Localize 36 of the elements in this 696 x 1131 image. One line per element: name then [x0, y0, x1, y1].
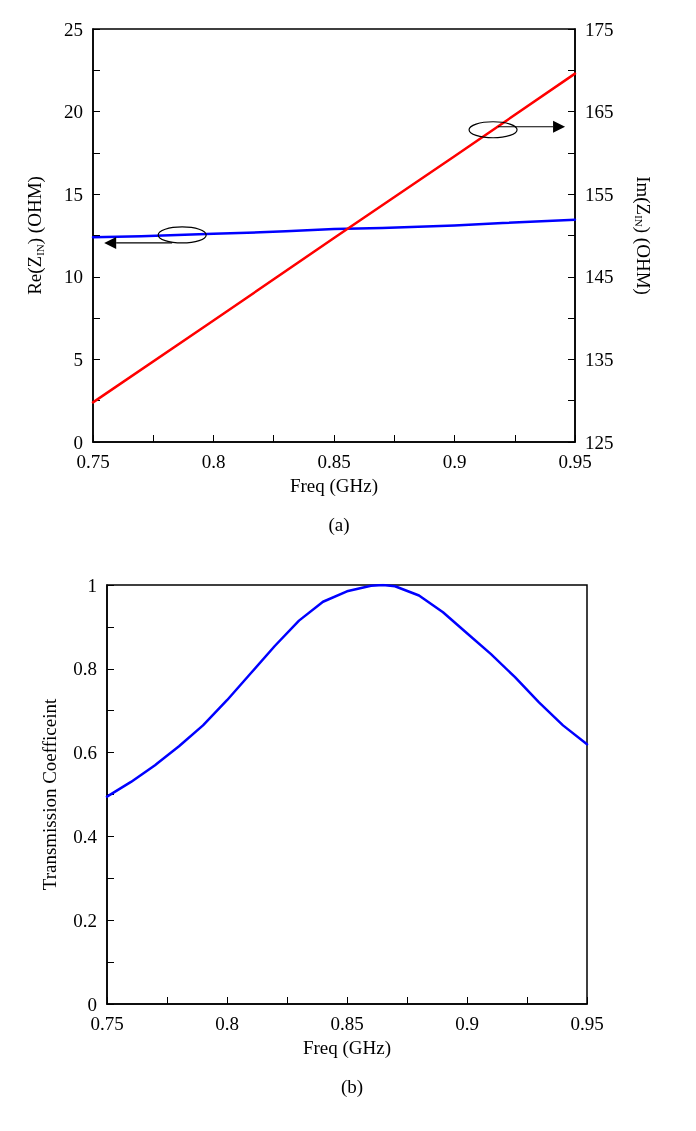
y-tick-label: 1 — [87, 574, 97, 596]
x-tick-label: 0.85 — [317, 451, 351, 472]
y2-tick-label: 165 — [585, 101, 614, 123]
x-tick-label: 0.9 — [442, 451, 467, 472]
line-series — [91, 218, 577, 239]
y-tick-label: 0.6 — [73, 742, 97, 764]
x-tick-label: 0.85 — [330, 1013, 364, 1034]
x-tick-label: 0.8 — [215, 1013, 239, 1034]
y-tick-label: 0.4 — [73, 825, 98, 847]
y-tick-label: 25 — [64, 18, 83, 40]
line-series — [91, 72, 577, 404]
y-axis-title: Transmission Coefficeint — [39, 697, 60, 891]
y2-tick-label: 145 — [585, 266, 614, 288]
y-tick-label: 15 — [64, 183, 83, 205]
line-series — [105, 583, 589, 798]
y-tick-label: 0.2 — [73, 909, 97, 931]
y-tick-label: 0 — [73, 431, 83, 453]
y-tick-label: 10 — [64, 266, 83, 288]
x-tick-label: 0.95 — [570, 1013, 604, 1034]
y2-tick-label: 125 — [585, 431, 614, 453]
y2-tick-label: 135 — [585, 348, 614, 370]
x-tick-label: 0.75 — [76, 451, 110, 472]
y-tick-label: 5 — [73, 348, 83, 370]
x-tick-label: 0.8 — [201, 451, 226, 472]
y2-tick-label: 155 — [585, 183, 614, 205]
x-tick-label: 0.75 — [90, 1013, 124, 1034]
text: (b) — [340, 1076, 364, 1098]
x-tick-label: 0.9 — [455, 1013, 479, 1034]
x-axis-title: Freq (GHz) — [289, 474, 379, 497]
y-tick-label: 20 — [64, 101, 83, 123]
y2-tick-label: 175 — [585, 18, 614, 40]
x-axis-title: Freq (GHz) — [302, 1036, 392, 1059]
text: (a) — [328, 514, 350, 536]
y-tick-label: 0.8 — [73, 658, 97, 680]
y-tick-label: 0 — [87, 993, 97, 1015]
x-tick-label: 0.95 — [558, 451, 592, 472]
